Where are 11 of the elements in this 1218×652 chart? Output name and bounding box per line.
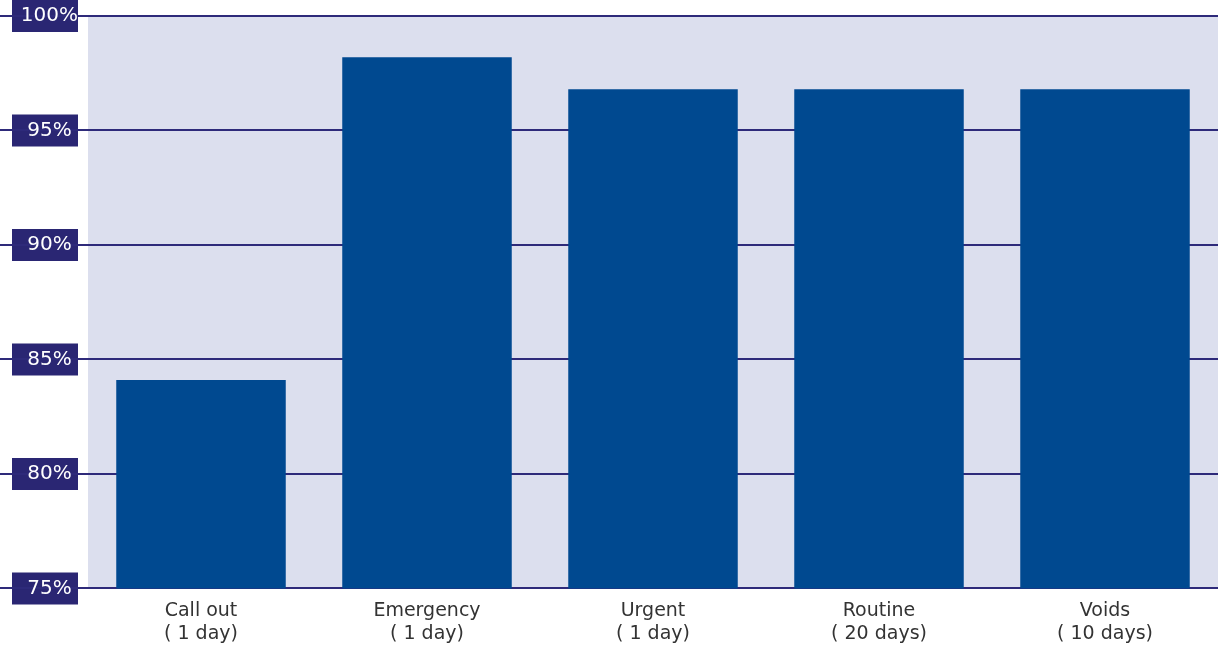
x-tick-label: Routine ( 20 days) [831,597,927,643]
x-tick-label: Emergency ( 1 day) [373,597,481,643]
x-tick-label: Voids ( 10 days) [1057,597,1153,643]
x-tick-label: Urgent ( 1 day) [616,597,690,643]
y-tick-label: 100% [20,2,78,27]
y-tick-label: 90% [27,231,72,256]
y-tick-label: 80% [27,460,72,485]
y-tick-label: 95% [27,116,72,141]
y-tick-label: 75% [27,574,72,599]
x-tick-label: Call out ( 1 day) [164,597,238,643]
y-tick-label: 85% [27,345,72,370]
